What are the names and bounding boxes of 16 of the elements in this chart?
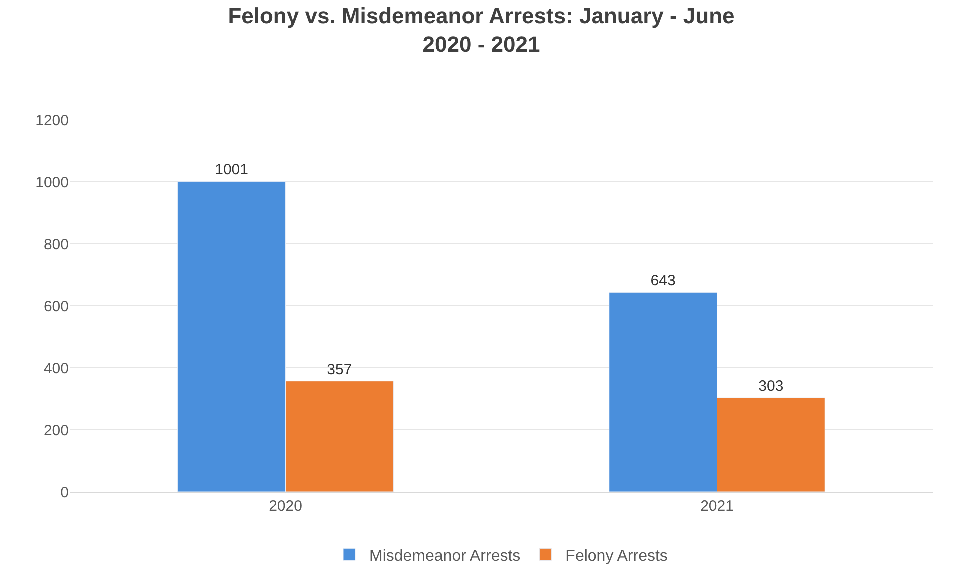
y-tick-label: 1200 (36, 112, 69, 130)
data-label: 1001 (215, 162, 249, 179)
y-tick-label: 400 (44, 360, 69, 378)
chart-title: Felony vs. Misdemeanor Arrests: January - June 2020 - 2021 (228, 3, 735, 57)
data-label: 357 (327, 361, 352, 378)
data-label: 303 (758, 378, 784, 396)
y-tick-label: 1000 (36, 174, 69, 192)
x-tick-label: 2021 (700, 498, 734, 515)
x-tick-label: 2020 (269, 498, 302, 515)
y-tick-label: 0 (60, 484, 69, 502)
y-tick-label: 800 (44, 236, 69, 254)
y-tick-label: 600 (44, 298, 69, 316)
legend-label: Misdemeanor Arrests (370, 548, 521, 565)
data-label: 643 (650, 272, 676, 290)
y-tick-label: 200 (44, 422, 69, 440)
legend-label: Felony Arrests (566, 548, 668, 565)
